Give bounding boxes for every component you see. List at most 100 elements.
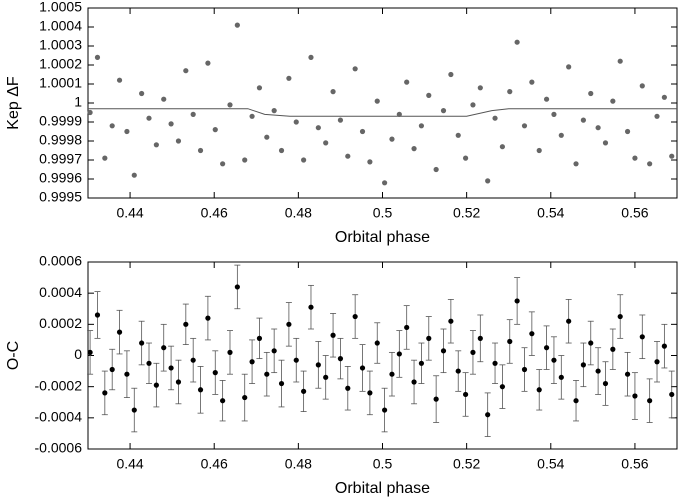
y-tick-label: 0.0004 bbox=[39, 284, 82, 300]
data-point bbox=[433, 396, 439, 402]
y-tick-label: 0.0002 bbox=[39, 315, 82, 331]
y-tick-label: 0.9996 bbox=[39, 170, 82, 186]
data-point bbox=[175, 138, 182, 144]
data-point bbox=[315, 125, 321, 131]
data-point bbox=[315, 362, 321, 368]
data-point bbox=[411, 379, 417, 385]
y-tick-label: -0.0004 bbox=[35, 409, 83, 425]
data-point bbox=[124, 128, 130, 135]
data-point bbox=[293, 119, 299, 125]
data-point bbox=[367, 390, 373, 396]
data-point bbox=[94, 312, 101, 318]
data-point bbox=[87, 349, 93, 355]
y-tick-label: 0.9999 bbox=[39, 113, 82, 129]
data-point bbox=[102, 390, 108, 396]
data-point bbox=[382, 407, 388, 413]
data-point bbox=[558, 374, 564, 380]
data-point bbox=[301, 157, 307, 163]
data-point bbox=[455, 368, 461, 374]
x-tick-label: 0.48 bbox=[285, 205, 312, 221]
data-point bbox=[382, 180, 388, 186]
x-tick-label: 0.54 bbox=[537, 205, 564, 221]
data-point bbox=[94, 54, 101, 61]
data-point bbox=[212, 127, 218, 133]
x-tick-label: 0.54 bbox=[537, 456, 564, 472]
data-point bbox=[499, 144, 506, 150]
y-axis-label: O-C bbox=[5, 341, 22, 370]
y-tick-label: 0.9998 bbox=[39, 132, 82, 148]
x-tick-label: 0.48 bbox=[285, 456, 312, 472]
data-point bbox=[389, 371, 395, 377]
data-point bbox=[153, 382, 159, 388]
data-point bbox=[286, 321, 292, 327]
data-point bbox=[529, 79, 535, 85]
data-point bbox=[271, 108, 277, 114]
data-point bbox=[647, 398, 653, 404]
data-point bbox=[256, 335, 263, 341]
data-point bbox=[249, 113, 255, 119]
data-point bbox=[661, 94, 667, 100]
data-point bbox=[345, 153, 351, 159]
data-point bbox=[543, 345, 550, 351]
data-point bbox=[220, 161, 226, 167]
y-tick-label: -0.0002 bbox=[35, 377, 83, 393]
data-point bbox=[610, 346, 616, 352]
data-point bbox=[669, 391, 675, 398]
data-point bbox=[323, 140, 329, 146]
data-point bbox=[448, 318, 454, 324]
x-tick-label: 0.52 bbox=[453, 456, 480, 472]
x-axis-label: Orbital phase bbox=[335, 480, 430, 497]
x-tick-label: 0.44 bbox=[116, 205, 143, 221]
data-point bbox=[411, 146, 417, 152]
data-point bbox=[359, 365, 366, 371]
data-point bbox=[234, 22, 240, 28]
data-point bbox=[485, 412, 491, 418]
data-point bbox=[470, 102, 476, 108]
data-point bbox=[249, 359, 255, 365]
data-point bbox=[602, 380, 609, 387]
data-point bbox=[470, 349, 476, 355]
data-point bbox=[227, 349, 233, 355]
y-tick-label: 0.0006 bbox=[39, 253, 82, 269]
data-point bbox=[580, 117, 586, 123]
data-point bbox=[566, 318, 572, 324]
data-point bbox=[242, 394, 248, 401]
data-point bbox=[352, 313, 358, 320]
data-point bbox=[492, 115, 498, 121]
data-point bbox=[639, 334, 645, 340]
data-point bbox=[139, 340, 145, 346]
y-tick-label: 1.0005 bbox=[39, 0, 82, 15]
data-point bbox=[654, 359, 660, 365]
data-point bbox=[116, 77, 123, 83]
y-tick-label: 1.0002 bbox=[39, 56, 82, 72]
data-point bbox=[514, 39, 520, 45]
data-point bbox=[308, 304, 314, 310]
data-point bbox=[301, 388, 307, 394]
data-point bbox=[205, 315, 211, 321]
data-point bbox=[462, 155, 469, 161]
data-point bbox=[507, 338, 513, 345]
data-point bbox=[477, 335, 483, 341]
data-point bbox=[153, 142, 159, 148]
data-point bbox=[462, 391, 469, 398]
y-tick-label: 1.0003 bbox=[39, 37, 82, 53]
data-point bbox=[308, 54, 314, 61]
data-point bbox=[440, 348, 447, 354]
y-tick-label: -0.0006 bbox=[35, 440, 83, 456]
data-point bbox=[499, 384, 506, 390]
y-tick-label: 1.0001 bbox=[39, 75, 82, 91]
data-point bbox=[323, 374, 329, 380]
data-point bbox=[190, 357, 196, 363]
data-point bbox=[278, 380, 285, 387]
data-point bbox=[418, 123, 425, 129]
data-point bbox=[485, 178, 491, 184]
data-point bbox=[227, 102, 233, 108]
data-point bbox=[624, 128, 631, 135]
data-point bbox=[234, 284, 240, 290]
data-point bbox=[146, 115, 152, 121]
data-point bbox=[183, 68, 189, 74]
data-point bbox=[624, 371, 631, 377]
data-point bbox=[595, 125, 601, 131]
data-point bbox=[602, 140, 609, 146]
